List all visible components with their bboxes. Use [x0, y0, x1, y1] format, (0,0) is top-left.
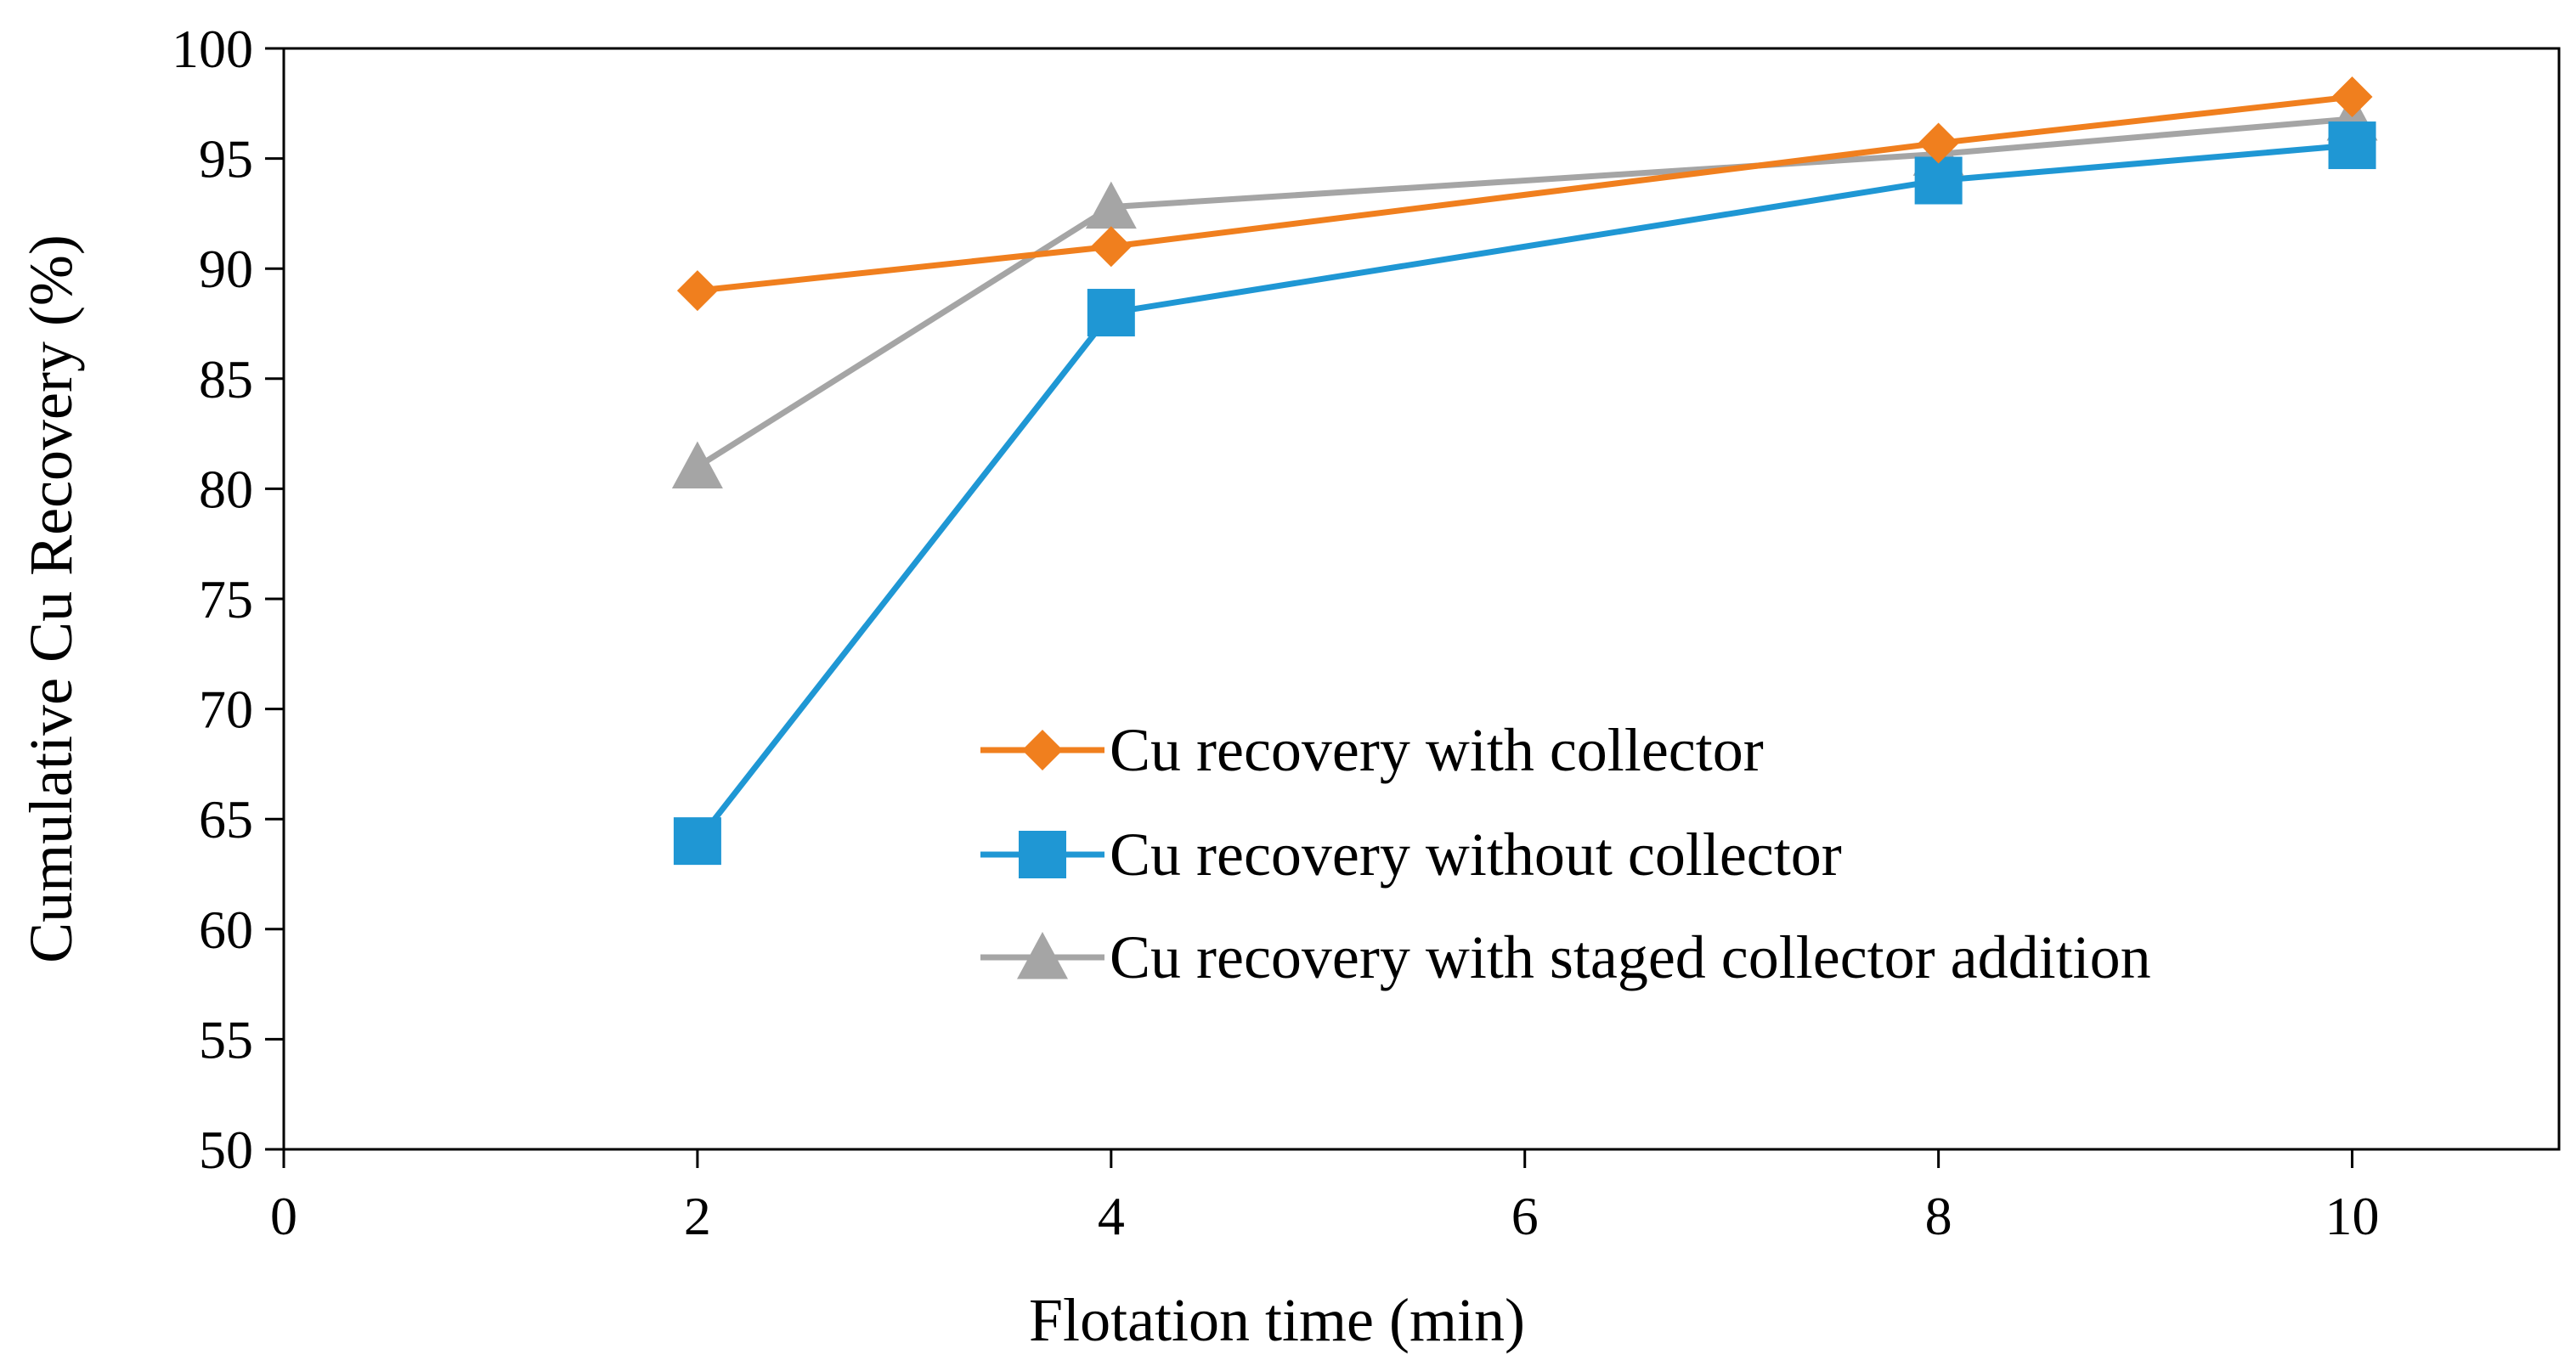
- y-tick-label: 65: [199, 789, 253, 849]
- legend-marker-3: [1017, 932, 1068, 979]
- series-line-3: [696, 116, 2353, 470]
- legend-label-3: Cu recovery with staged collector additi…: [1110, 923, 2151, 991]
- y-tick-label: 95: [199, 129, 253, 189]
- x-tick-label: 4: [1098, 1186, 1125, 1246]
- y-tick-label: 75: [199, 569, 253, 629]
- y-tick-label: 60: [199, 900, 253, 960]
- x-tick-label: 10: [2325, 1186, 2380, 1246]
- x-tick-label: 0: [270, 1186, 297, 1246]
- data-point-series-2: [1914, 156, 1963, 205]
- legend-label-1: Cu recovery with collector: [1110, 716, 1764, 784]
- y-tick-label: 90: [199, 239, 253, 299]
- legend-label-2: Cu recovery without collector: [1110, 821, 1842, 889]
- data-point-series-1: [1918, 122, 1959, 164]
- series-layer: [671, 76, 2378, 866]
- legend-marker-1: [1022, 730, 1063, 770]
- series-line-2: [695, 142, 2353, 844]
- y-axis-title: Cumulative Cu Recovery (%): [17, 234, 85, 963]
- y-tick-label: 100: [172, 19, 253, 79]
- x-tick-label: 2: [684, 1186, 711, 1246]
- y-tick-label: 80: [199, 459, 253, 519]
- data-point-series-2: [2328, 121, 2376, 170]
- legend: Cu recovery with collector Cu recovery wi…: [980, 716, 2151, 991]
- y-tick-label: 85: [199, 349, 253, 409]
- y-tick-label: 55: [199, 1009, 253, 1069]
- data-point-series-1: [676, 270, 718, 312]
- data-point-series-2: [1087, 289, 1135, 337]
- series-line-1: [697, 93, 2353, 294]
- data-point-series-1: [1090, 226, 1132, 268]
- y-axis: 50 55 60 65 70 75 80 85 90 95 100: [172, 19, 284, 1180]
- data-point-series-3: [1085, 181, 1137, 229]
- legend-marker-2: [1019, 831, 1066, 878]
- data-point-series-3: [671, 441, 723, 488]
- x-axis-title: Flotation time (min): [1029, 1286, 1525, 1354]
- data-point-series-2: [673, 817, 721, 866]
- x-axis: 0 2 4 6 8 10: [270, 1149, 2380, 1246]
- data-point-series-1: [2331, 76, 2373, 118]
- y-tick-label: 70: [199, 680, 253, 740]
- x-tick-label: 8: [1925, 1186, 1952, 1246]
- x-tick-label: 6: [1511, 1186, 1539, 1246]
- y-tick-label: 50: [199, 1120, 253, 1180]
